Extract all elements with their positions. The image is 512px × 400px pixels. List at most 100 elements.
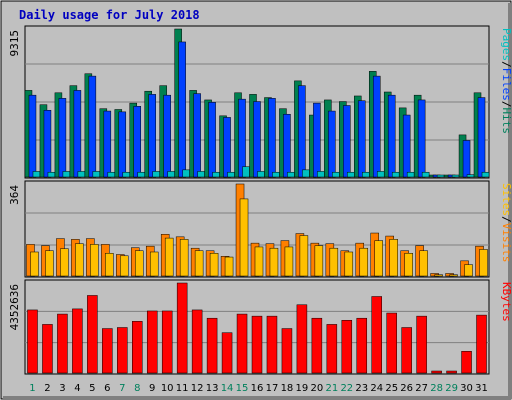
bar-pages-day-9 [152, 171, 160, 178]
bar-pages-day-13 [212, 171, 220, 178]
bar-sites-day-11 [179, 239, 189, 277]
bar-kbytes-day-20 [311, 317, 323, 374]
bar-files-day-14 [223, 117, 231, 178]
day-label-9: 9 [149, 383, 155, 394]
bar-sites-day-3 [60, 248, 69, 277]
bar-kbytes-day-19 [296, 304, 308, 374]
side-legend-slash: / [500, 216, 512, 223]
bar-pages-day-8 [137, 171, 146, 178]
bar-sites-day-27 [419, 250, 428, 277]
bar-files-day-2 [43, 110, 52, 178]
bar-files-day-10 [163, 94, 171, 178]
bar-pages-day-29 [451, 174, 460, 178]
bar-kbytes-day-10 [161, 310, 173, 374]
bar-files-day-22 [343, 105, 351, 178]
side-legend-visits: Visits [500, 223, 512, 263]
panel-side-legend: Pages/Files/Hits [500, 28, 512, 134]
bar-kbytes-day-1 [27, 309, 38, 374]
bar-files-day-12 [193, 93, 201, 178]
day-label-15: 15 [236, 383, 249, 394]
bar-kbytes-day-3 [57, 313, 68, 374]
chart-title: Daily usage for July 2018 [19, 8, 200, 22]
side-legend-slash: / [500, 61, 512, 68]
bar-pages-day-18 [287, 171, 295, 178]
panel-max-label: 9315 [8, 30, 21, 57]
day-label-3: 3 [59, 383, 65, 394]
day-label-30: 30 [460, 383, 473, 394]
bar-sites-day-23 [359, 247, 369, 277]
day-label-4: 4 [74, 383, 80, 394]
day-label-26: 26 [400, 383, 413, 394]
bar-pages-day-22 [347, 171, 355, 178]
bar-files-day-15 [238, 98, 246, 178]
bar-sites-day-4 [75, 243, 84, 277]
bar-pages-day-15 [242, 166, 250, 178]
bar-kbytes-day-14 [221, 332, 233, 374]
bar-kbytes-day-18 [281, 328, 293, 374]
day-label-16: 16 [251, 383, 264, 394]
bar-kbytes-day-24 [371, 296, 382, 374]
bar-kbytes-day-17 [266, 315, 278, 374]
day-label-19: 19 [296, 383, 309, 394]
side-legend-kbytes: KBytes [500, 282, 512, 322]
bar-pages-day-25 [391, 171, 400, 178]
bar-pages-day-4 [77, 171, 86, 178]
day-label-20: 20 [311, 383, 324, 394]
bar-sites-day-29 [449, 274, 458, 277]
bar-pages-day-10 [167, 171, 175, 178]
bar-kbytes-day-13 [206, 317, 218, 374]
bar-pages-day-6 [107, 171, 116, 178]
day-label-12: 12 [191, 383, 204, 394]
day-label-11: 11 [176, 383, 189, 394]
bar-sites-day-30 [464, 264, 473, 277]
bar-sites-day-17 [269, 247, 279, 277]
bar-kbytes-day-8 [132, 321, 143, 374]
bar-sites-day-22 [344, 251, 354, 277]
bar-kbytes-day-15 [236, 313, 248, 374]
day-label-22: 22 [340, 383, 353, 394]
panel-side-legend: KBytes [500, 282, 512, 322]
bar-sites-day-10 [164, 237, 174, 277]
bar-files-day-1 [28, 94, 37, 178]
bar-kbytes-day-9 [146, 310, 158, 374]
bar-pages-day-3 [62, 171, 71, 178]
bar-sites-day-24 [374, 240, 383, 277]
bar-pages-day-14 [227, 171, 235, 178]
bar-files-day-8 [133, 106, 142, 178]
bar-kbytes-day-22 [341, 320, 353, 374]
side-legend-slash: / [500, 101, 512, 108]
bar-pages-day-28 [436, 174, 445, 178]
day-label-13: 13 [206, 383, 219, 394]
day-label-14: 14 [221, 383, 234, 394]
bar-kbytes-day-29 [446, 370, 457, 374]
bar-sites-day-16 [254, 246, 264, 277]
bar-files-day-13 [208, 102, 216, 178]
bar-files-day-30 [462, 140, 471, 178]
side-legend-hits: Hits [500, 108, 512, 135]
bar-pages-day-12 [197, 171, 205, 178]
panel-max-label: 4352636 [8, 284, 21, 330]
bar-pages-day-16 [257, 171, 265, 178]
bar-files-day-24 [372, 75, 381, 178]
bar-files-day-20 [313, 102, 321, 178]
bar-pages-day-31 [481, 171, 490, 178]
bar-pages-day-20 [317, 171, 325, 178]
bar-sites-day-26 [404, 253, 413, 277]
bar-pages-day-23 [362, 171, 370, 178]
day-label-7: 7 [119, 383, 125, 394]
day-label-18: 18 [281, 383, 294, 394]
bar-pages-day-2 [47, 171, 56, 178]
bar-kbytes-day-31 [476, 314, 487, 374]
bar-sites-day-21 [329, 247, 339, 277]
bar-files-day-18 [283, 113, 291, 178]
bar-files-day-17 [268, 98, 276, 178]
bar-sites-day-8 [135, 250, 144, 277]
bar-kbytes-day-25 [386, 312, 397, 374]
day-label-10: 10 [161, 383, 174, 394]
day-label-8: 8 [134, 383, 140, 394]
bar-files-day-25 [387, 94, 396, 178]
bar-pages-day-19 [302, 169, 310, 178]
bar-pages-day-17 [272, 171, 280, 178]
